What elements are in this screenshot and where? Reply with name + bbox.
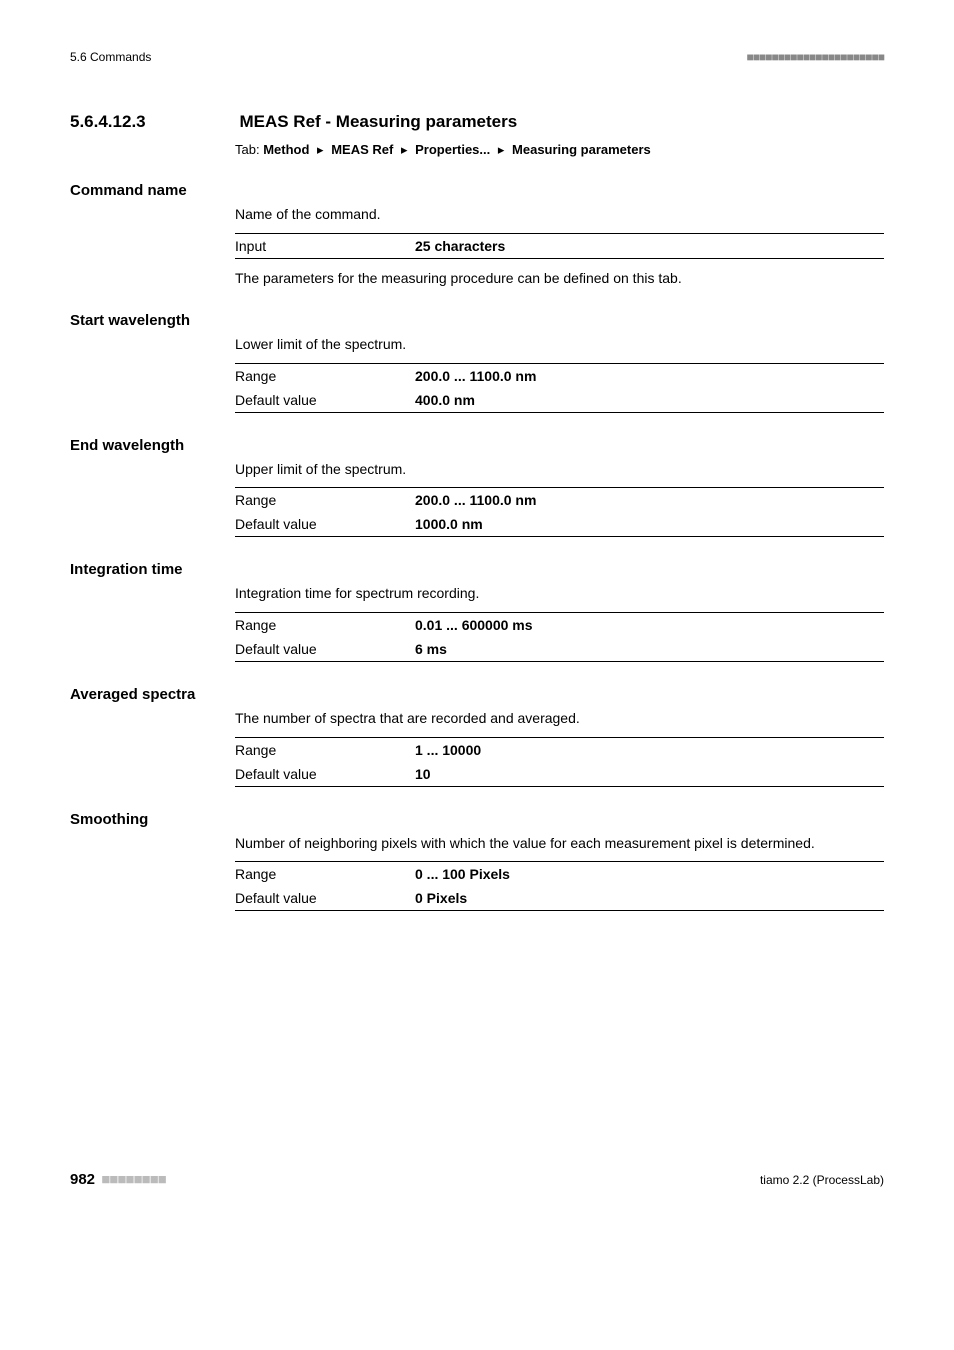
row-value: 0.01 ... 600000 ms <box>415 612 884 637</box>
param-name: Command name <box>70 182 884 199</box>
tab-sep-1: ▸ <box>401 142 408 157</box>
row-value: 200.0 ... 1100.0 nm <box>415 488 884 513</box>
section-number: 5.6.4.12.3 <box>70 112 235 132</box>
header-left: 5.6 Commands <box>70 50 151 64</box>
tab-path-1: MEAS Ref <box>331 142 393 157</box>
tab-sep-0: ▸ <box>317 142 324 157</box>
param-table: Range 200.0 ... 1100.0 nm Default value … <box>235 363 884 413</box>
table-row: Default value 10 <box>235 762 884 787</box>
param-desc: The number of spectra that are recorded … <box>235 709 884 729</box>
row-value: 6 ms <box>415 637 884 662</box>
param-averaged-spectra: Averaged spectra The number of spectra t… <box>70 686 884 787</box>
table-row: Default value 0 Pixels <box>235 886 884 911</box>
param-note: The parameters for the measuring procedu… <box>235 269 884 289</box>
param-table: Input 25 characters <box>235 233 884 259</box>
section-heading-row: 5.6.4.12.3 MEAS Ref - Measuring paramete… <box>70 112 884 132</box>
row-value: 400.0 nm <box>415 388 884 413</box>
row-label: Default value <box>235 637 415 662</box>
param-name: Integration time <box>70 561 884 578</box>
header-bars: ■■■■■■■■■■■■■■■■■■■■■■ <box>747 50 884 64</box>
param-start-wavelength: Start wavelength Lower limit of the spec… <box>70 312 884 413</box>
tab-prefix: Tab: <box>235 142 260 157</box>
param-table: Range 0.01 ... 600000 ms Default value 6… <box>235 612 884 662</box>
row-value: 1000.0 nm <box>415 512 884 537</box>
tab-path-0: Method <box>263 142 309 157</box>
param-desc: Name of the command. <box>235 205 884 225</box>
row-label: Range <box>235 862 415 887</box>
param-end-wavelength: End wavelength Upper limit of the spectr… <box>70 437 884 538</box>
row-label: Range <box>235 612 415 637</box>
param-integration-time: Integration time Integration time for sp… <box>70 561 884 662</box>
row-value: 0 Pixels <box>415 886 884 911</box>
param-desc: Lower limit of the spectrum. <box>235 335 884 355</box>
row-label: Input <box>235 233 415 258</box>
param-smoothing: Smoothing Number of neighboring pixels w… <box>70 811 884 912</box>
section-title: MEAS Ref - Measuring parameters <box>239 112 517 132</box>
param-name: Smoothing <box>70 811 884 828</box>
param-desc: Number of neighboring pixels with which … <box>235 834 884 854</box>
row-value: 25 characters <box>415 233 884 258</box>
param-table: Range 200.0 ... 1100.0 nm Default value … <box>235 487 884 537</box>
tab-path-3: Measuring parameters <box>512 142 651 157</box>
row-value: 0 ... 100 Pixels <box>415 862 884 887</box>
param-name: End wavelength <box>70 437 884 454</box>
row-value: 1 ... 10000 <box>415 737 884 762</box>
table-row: Default value 1000.0 nm <box>235 512 884 537</box>
row-label: Default value <box>235 762 415 787</box>
row-value: 200.0 ... 1100.0 nm <box>415 363 884 388</box>
param-table: Range 0 ... 100 Pixels Default value 0 P… <box>235 861 884 911</box>
page-header: 5.6 Commands ■■■■■■■■■■■■■■■■■■■■■■ <box>70 50 884 64</box>
row-label: Default value <box>235 512 415 537</box>
table-row: Range 200.0 ... 1100.0 nm <box>235 363 884 388</box>
param-name: Averaged spectra <box>70 686 884 703</box>
table-row: Default value 6 ms <box>235 637 884 662</box>
row-label: Default value <box>235 388 415 413</box>
tab-breadcrumb: Tab: Method ▸ MEAS Ref ▸ Properties... ▸… <box>235 142 884 158</box>
tab-sep-2: ▸ <box>498 142 505 157</box>
row-value: 10 <box>415 762 884 787</box>
table-row: Range 1 ... 10000 <box>235 737 884 762</box>
row-label: Default value <box>235 886 415 911</box>
footer-bars: ■■■■■■■■ <box>101 1171 165 1188</box>
table-row: Range 200.0 ... 1100.0 nm <box>235 488 884 513</box>
table-row: Range 0.01 ... 600000 ms <box>235 612 884 637</box>
footer-right: tiamo 2.2 (ProcessLab) <box>760 1173 884 1187</box>
footer-page: 982 <box>70 1171 95 1188</box>
tab-path-2: Properties... <box>415 142 490 157</box>
table-row: Input 25 characters <box>235 233 884 258</box>
table-row: Range 0 ... 100 Pixels <box>235 862 884 887</box>
param-command-name: Command name Name of the command. Input … <box>70 182 884 288</box>
page-footer: 982 ■■■■■■■■ tiamo 2.2 (ProcessLab) <box>70 1171 884 1188</box>
table-row: Default value 400.0 nm <box>235 388 884 413</box>
footer-left: 982 ■■■■■■■■ <box>70 1171 166 1188</box>
page: 5.6 Commands ■■■■■■■■■■■■■■■■■■■■■■ 5.6.… <box>0 0 954 1248</box>
param-desc: Integration time for spectrum recording. <box>235 584 884 604</box>
row-label: Range <box>235 363 415 388</box>
param-table: Range 1 ... 10000 Default value 10 <box>235 737 884 787</box>
param-name: Start wavelength <box>70 312 884 329</box>
param-desc: Upper limit of the spectrum. <box>235 460 884 480</box>
row-label: Range <box>235 488 415 513</box>
row-label: Range <box>235 737 415 762</box>
